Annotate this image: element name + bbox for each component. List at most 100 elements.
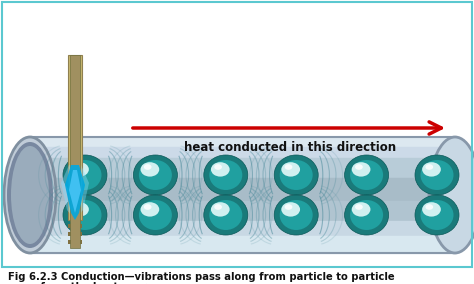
Ellipse shape [426, 204, 433, 210]
Ellipse shape [204, 195, 248, 235]
Ellipse shape [63, 195, 107, 235]
Ellipse shape [420, 160, 454, 190]
Ellipse shape [204, 155, 248, 195]
Ellipse shape [355, 204, 363, 210]
Bar [30, 222, 455, 223]
Bar [30, 190, 455, 191]
Bar [30, 164, 455, 165]
Bar [30, 218, 455, 219]
Ellipse shape [69, 160, 101, 190]
Bar [30, 203, 455, 204]
Ellipse shape [210, 200, 242, 230]
Ellipse shape [133, 195, 177, 235]
Ellipse shape [285, 164, 292, 170]
Ellipse shape [355, 164, 363, 170]
Bar [30, 156, 455, 157]
Bar [30, 224, 455, 225]
Bar [30, 139, 455, 140]
Ellipse shape [415, 155, 459, 195]
Bar [30, 205, 455, 206]
Ellipse shape [211, 162, 229, 177]
Bar [30, 246, 455, 247]
Bar [30, 186, 455, 187]
Bar [30, 188, 455, 189]
Bar [30, 144, 455, 145]
Bar [30, 166, 455, 167]
Ellipse shape [426, 164, 433, 170]
Bar [30, 162, 455, 163]
Ellipse shape [280, 200, 313, 230]
Bar [30, 219, 455, 220]
Bar [30, 154, 455, 155]
Bar [30, 215, 455, 216]
Ellipse shape [144, 204, 152, 210]
Bar [30, 167, 455, 168]
Bar [30, 227, 455, 228]
Bar [30, 173, 455, 174]
Ellipse shape [345, 195, 389, 235]
Bar [30, 145, 455, 146]
Bar [30, 165, 455, 166]
Bar [30, 200, 455, 201]
Bar [30, 196, 455, 197]
Bar [30, 158, 455, 159]
Text: Fig 6.2.3 Conduction—vibrations pass along from particle to particle: Fig 6.2.3 Conduction—vibrations pass alo… [8, 272, 395, 282]
Bar [30, 150, 455, 151]
Bar [30, 211, 455, 212]
Ellipse shape [352, 202, 371, 217]
Bar [30, 171, 455, 172]
Bar [30, 252, 455, 253]
Text: heat conducted in this direction: heat conducted in this direction [184, 141, 396, 154]
Bar [30, 226, 455, 227]
Bar [68, 240, 82, 244]
Bar [30, 232, 455, 233]
Bar [30, 157, 455, 158]
Bar [30, 153, 455, 154]
Bar [30, 247, 455, 248]
Ellipse shape [415, 195, 459, 235]
Ellipse shape [139, 200, 172, 230]
Bar [30, 137, 455, 138]
Ellipse shape [285, 204, 292, 210]
Bar [30, 233, 455, 234]
Bar [30, 185, 455, 186]
Bar [30, 197, 455, 198]
Bar [30, 193, 455, 194]
Bar [30, 149, 455, 150]
Bar [30, 181, 455, 182]
Bar [30, 163, 455, 164]
Ellipse shape [352, 162, 371, 177]
Bar [30, 214, 455, 215]
Ellipse shape [214, 204, 222, 210]
Bar [30, 244, 455, 245]
Ellipse shape [73, 204, 81, 210]
Ellipse shape [139, 160, 172, 190]
Bar [30, 250, 455, 251]
Bar [30, 179, 455, 180]
Ellipse shape [144, 164, 152, 170]
Bar [30, 195, 455, 196]
Bar [30, 183, 455, 184]
Ellipse shape [73, 164, 81, 170]
Bar [30, 225, 455, 226]
Bar [68, 55, 82, 220]
Bar [30, 221, 455, 222]
Bar [30, 194, 455, 195]
Polygon shape [61, 165, 89, 220]
Bar [30, 241, 455, 242]
Ellipse shape [274, 195, 318, 235]
Bar [30, 175, 455, 176]
Bar [30, 207, 455, 208]
Bar [30, 199, 455, 200]
Bar [70, 55, 80, 248]
Ellipse shape [4, 137, 56, 253]
Bar [30, 213, 455, 214]
Bar [30, 152, 455, 153]
Ellipse shape [274, 155, 318, 195]
Bar [30, 160, 455, 161]
Bar [30, 228, 455, 229]
Bar [30, 249, 455, 250]
Polygon shape [65, 165, 85, 220]
Ellipse shape [7, 142, 53, 248]
Bar [30, 238, 455, 239]
